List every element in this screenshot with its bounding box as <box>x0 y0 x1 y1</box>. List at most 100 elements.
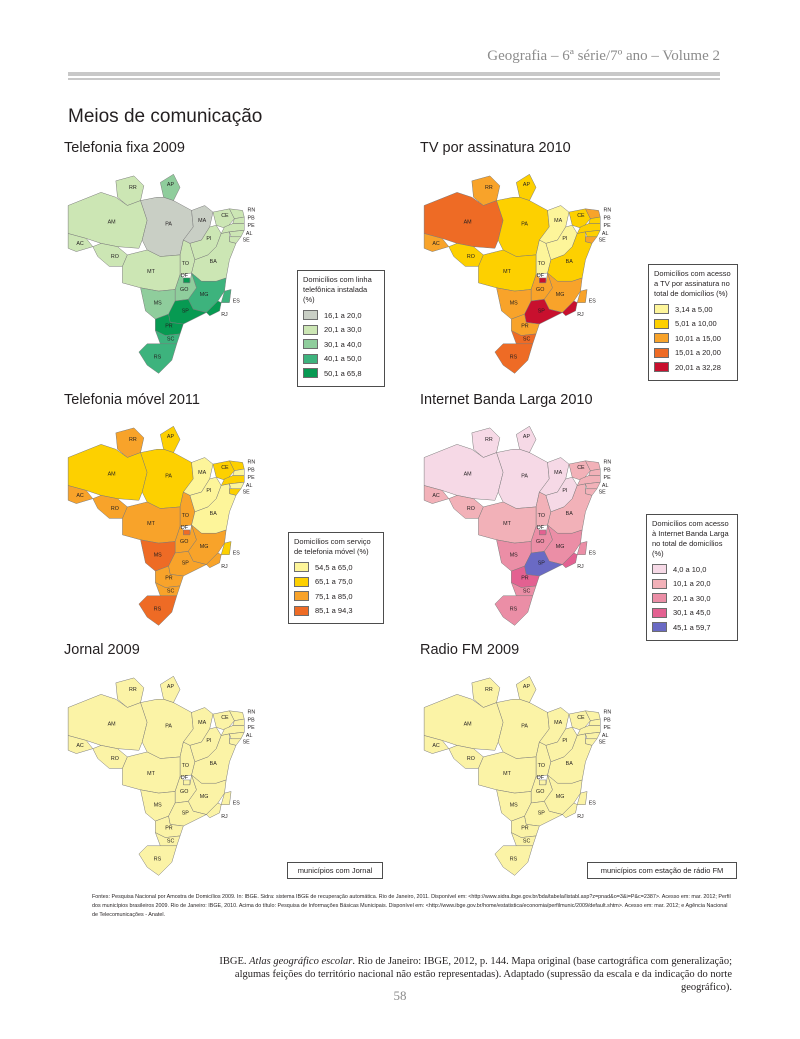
state-label-pr: PR <box>521 825 529 831</box>
state-label-sc: SC <box>523 336 531 342</box>
state-label-rj: RJ <box>577 564 584 570</box>
state-label-se: SE <box>599 238 607 244</box>
state-label-am: AM <box>108 472 117 478</box>
legend-label: 20,1 a 30,0 <box>324 325 362 335</box>
state-ap <box>516 425 537 453</box>
brazil-map: RR AP AM PA MA CE RN PB PE AL SE AC RO TO PI BA MT DF GO MG… <box>420 418 750 632</box>
state-label-mg: MG <box>556 544 565 550</box>
credit-note: IBGE. Atlas geográfico escolar. Rio de J… <box>192 955 732 994</box>
state-label-pa: PA <box>165 723 172 729</box>
state-label-sp: SP <box>182 811 190 817</box>
state-ac <box>423 233 450 252</box>
state-ac <box>423 485 450 504</box>
state-sc <box>154 582 181 597</box>
state-label-pe: PE <box>604 725 612 731</box>
map-title: Radio FM 2009 <box>420 642 520 658</box>
state-label-pi: PI <box>206 236 211 242</box>
state-label-mg: MG <box>200 544 209 550</box>
state-label-es: ES <box>233 551 241 557</box>
state-label-rr: RR <box>485 437 493 443</box>
state-label-ce: CE <box>221 715 229 721</box>
state-label-df: DF <box>537 273 545 279</box>
legend-item: 75,1 a 85,0 <box>294 590 378 603</box>
legend-jornal: municípios com Jornal <box>287 862 383 879</box>
state-label-se: SE <box>243 740 251 746</box>
legend-item: 10,1 a 20,0 <box>652 578 732 591</box>
legend-label: 30,1 a 45,0 <box>673 608 711 618</box>
legend-swatch <box>303 353 318 364</box>
state-ap <box>516 173 537 201</box>
state-ro <box>92 243 128 267</box>
state-ce <box>212 710 235 731</box>
state-label-ce: CE <box>577 213 585 219</box>
state-label-rn: RN <box>248 709 256 715</box>
state-ro <box>448 745 484 769</box>
state-ac <box>67 485 94 504</box>
legend-swatch <box>303 339 318 350</box>
state-label-sp: SP <box>538 309 546 315</box>
map-panel-jornal: Jornal 2009 RR AP AM PA MA CE RN PB PE AL SE AC RO TO… <box>64 642 394 882</box>
legend-swatch <box>654 362 669 373</box>
legend-swatch <box>303 324 318 335</box>
state-ce <box>568 208 591 229</box>
map-title: Jornal 2009 <box>64 642 140 658</box>
legend-item: 54,5 a 65,0 <box>294 561 378 574</box>
legend-label: 75,1 a 85,0 <box>315 591 353 601</box>
state-label-pb: PB <box>604 468 612 474</box>
state-label-to: TO <box>538 763 545 769</box>
legend-swatch <box>654 333 669 344</box>
state-label-es: ES <box>589 299 597 305</box>
state-label-to: TO <box>182 763 189 769</box>
state-label-pa: PA <box>165 473 172 479</box>
state-label-ce: CE <box>221 213 229 219</box>
state-label-ac: AC <box>432 743 440 749</box>
state-label-am: AM <box>464 220 473 226</box>
state-label-rs: RS <box>154 857 162 863</box>
state-label-rs: RS <box>154 607 162 613</box>
state-label-ap: AP <box>167 684 175 690</box>
state-label-mt: MT <box>503 521 511 527</box>
state-label-mg: MG <box>556 794 565 800</box>
map-panel-tv-assinatura: TV por assinatura 2010 RR AP AM PA MA CE RN PB P… <box>420 140 750 380</box>
legend-label: 5,01 a 10,00 <box>675 319 717 329</box>
map-title: Internet Banda Larga 2010 <box>420 392 593 408</box>
state-label-rj: RJ <box>221 312 228 318</box>
state-label-rn: RN <box>604 207 612 213</box>
state-ce <box>568 710 591 731</box>
state-rs <box>494 845 534 876</box>
state-label-ac: AC <box>76 743 84 749</box>
state-label-ro: RO <box>111 506 119 512</box>
state-label-ma: MA <box>198 218 206 224</box>
state-label-ms: MS <box>154 552 162 558</box>
state-label-mg: MG <box>200 794 209 800</box>
legend-item: 20,1 a 30,0 <box>652 592 732 605</box>
legend-item: 45,1 a 59,7 <box>652 621 732 634</box>
state-label-ba: BA <box>210 761 218 767</box>
state-label-mt: MT <box>503 771 511 777</box>
state-label-sc: SC <box>167 838 175 844</box>
state-label-rj: RJ <box>577 312 584 318</box>
state-label-rj: RJ <box>221 814 228 820</box>
state-label-ac: AC <box>76 241 84 247</box>
legend-label: 45,1 a 59,7 <box>673 622 711 632</box>
brazil-map: RR AP AM PA MA CE RN PB PE AL SE AC RO TO PI BA MT DF GO MG… <box>420 166 750 380</box>
legend-item: 4,0 a 10,0 <box>652 563 732 576</box>
state-label-rs: RS <box>154 355 162 361</box>
state-label-al: AL <box>246 483 253 489</box>
legend-swatch <box>652 593 667 604</box>
state-label-ma: MA <box>554 218 562 224</box>
legend-swatch <box>294 576 309 587</box>
legend-label: 54,5 a 65,0 <box>315 562 353 572</box>
state-label-rr: RR <box>129 687 137 693</box>
map-title: Telefonia móvel 2011 <box>64 392 200 408</box>
state-label-pa: PA <box>521 221 528 227</box>
state-ap <box>160 173 181 201</box>
state-sc <box>154 330 181 345</box>
state-label-ms: MS <box>154 300 162 306</box>
state-rs <box>494 595 534 626</box>
state-label-am: AM <box>108 220 117 226</box>
